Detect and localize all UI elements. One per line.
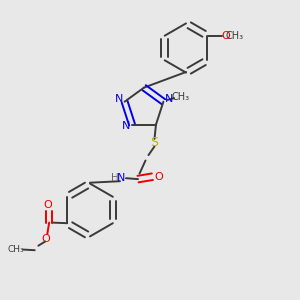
- Text: O: O: [42, 233, 50, 244]
- Text: H: H: [111, 173, 119, 183]
- Text: O: O: [221, 31, 230, 41]
- Text: N: N: [165, 94, 174, 104]
- Text: CH₃: CH₃: [226, 31, 244, 41]
- Text: N: N: [114, 94, 123, 104]
- Text: N: N: [122, 121, 130, 131]
- Text: CH₃: CH₃: [171, 92, 189, 102]
- Text: O: O: [44, 200, 52, 210]
- Text: S: S: [151, 136, 158, 149]
- Text: CH₃: CH₃: [8, 245, 24, 254]
- Text: O: O: [154, 172, 163, 182]
- Text: N: N: [116, 173, 125, 183]
